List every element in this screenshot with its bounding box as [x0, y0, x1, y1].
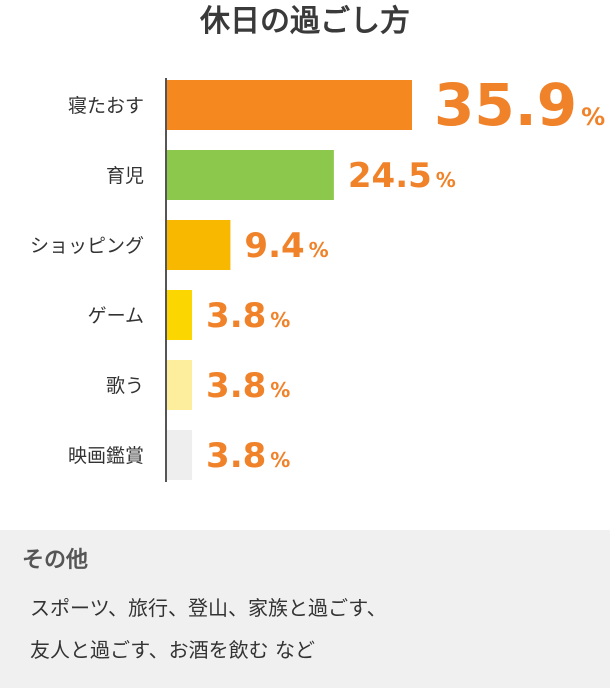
bar — [166, 430, 193, 480]
value-label: 9.4% — [244, 226, 328, 266]
bar — [166, 290, 193, 340]
bar — [166, 150, 334, 200]
bar-chart: 寝たおす 35.9 % 育児 24.5 % ショッピング 9.4 % ゲーム 3.8 % 歌う 3.8 % 映… — [30, 71, 605, 482]
bar — [166, 360, 193, 410]
value-label: 35.9% — [434, 71, 605, 139]
category-label: 寝たおす — [68, 95, 144, 117]
value-label: 24.5% — [348, 156, 456, 196]
category-label: 育児 — [106, 165, 144, 187]
value-label: 3.8% — [206, 296, 290, 336]
chart-title: 休日の過ごし方 — [200, 4, 410, 39]
value-label: 3.8% — [206, 436, 290, 476]
bar — [166, 80, 412, 130]
other-section: その他 スポーツ、旅行、登山、家族と過ごす、 友人と過ごす、お酒を飲む など — [0, 530, 610, 688]
other-heading: その他 — [22, 548, 89, 573]
other-items-line-1: スポーツ、旅行、登山、家族と過ごす、 — [30, 596, 387, 620]
other-items-line-2: 友人と過ごす、お酒を飲む など — [30, 638, 315, 662]
category-label: 映画鑑賞 — [68, 445, 144, 467]
category-label: ゲーム — [88, 305, 144, 327]
category-label: 歌う — [106, 375, 144, 397]
category-label: ショッピング — [30, 235, 144, 257]
bar — [166, 220, 231, 270]
value-label: 3.8% — [206, 366, 290, 406]
